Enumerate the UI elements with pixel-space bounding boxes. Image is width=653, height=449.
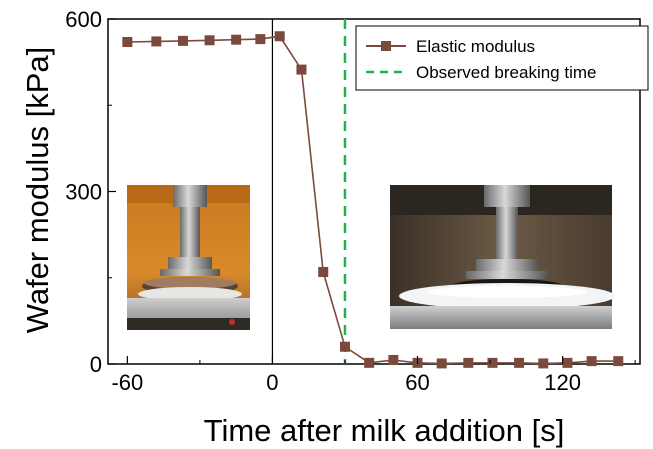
data-point [436, 358, 447, 369]
x-tick-label: -60 [111, 370, 143, 395]
data-point [122, 37, 133, 47]
data-point [151, 36, 162, 47]
axis-ticks: -60 0 60 120 0 300 600 [65, 7, 636, 395]
legend-item-elastic-modulus: Elastic modulus [366, 37, 535, 56]
elastic-modulus-series [122, 31, 624, 369]
x-tick-label: 60 [405, 370, 429, 395]
legend-label-elastic-modulus: Elastic modulus [416, 37, 535, 56]
data-point [364, 357, 375, 368]
data-point [339, 341, 350, 352]
x-tick-label: 120 [544, 370, 581, 395]
data-point [177, 35, 188, 46]
data-point [388, 354, 399, 365]
data-point [613, 356, 624, 367]
data-point [274, 31, 285, 42]
data-point [318, 267, 329, 277]
data-point [255, 34, 266, 45]
x-axis-title: Time after milk addition [s] [204, 413, 565, 448]
y-tick-label: 300 [65, 180, 102, 205]
data-point [296, 64, 307, 75]
data-point [463, 357, 474, 368]
data-point [538, 358, 549, 369]
legend: Elastic modulus Observed breaking time [355, 25, 649, 91]
data-point [204, 35, 215, 46]
legend-box [355, 25, 649, 91]
legend-label-breaking-time: Observed breaking time [416, 63, 596, 82]
dry-wafer-photo-icon [127, 185, 250, 330]
y-tick-label: 600 [65, 7, 102, 32]
data-point [231, 34, 242, 45]
data-point [487, 357, 498, 368]
x-tick-label: 0 [266, 370, 278, 395]
wet-wafer-photo-icon [390, 185, 615, 329]
data-point [562, 357, 573, 368]
y-tick-label: 0 [90, 352, 102, 377]
y-axis-title: Wafer modulus [kPa] [20, 47, 55, 334]
legend-item-breaking-time: Observed breaking time [366, 63, 596, 82]
data-point [586, 356, 597, 367]
data-point [514, 357, 525, 368]
